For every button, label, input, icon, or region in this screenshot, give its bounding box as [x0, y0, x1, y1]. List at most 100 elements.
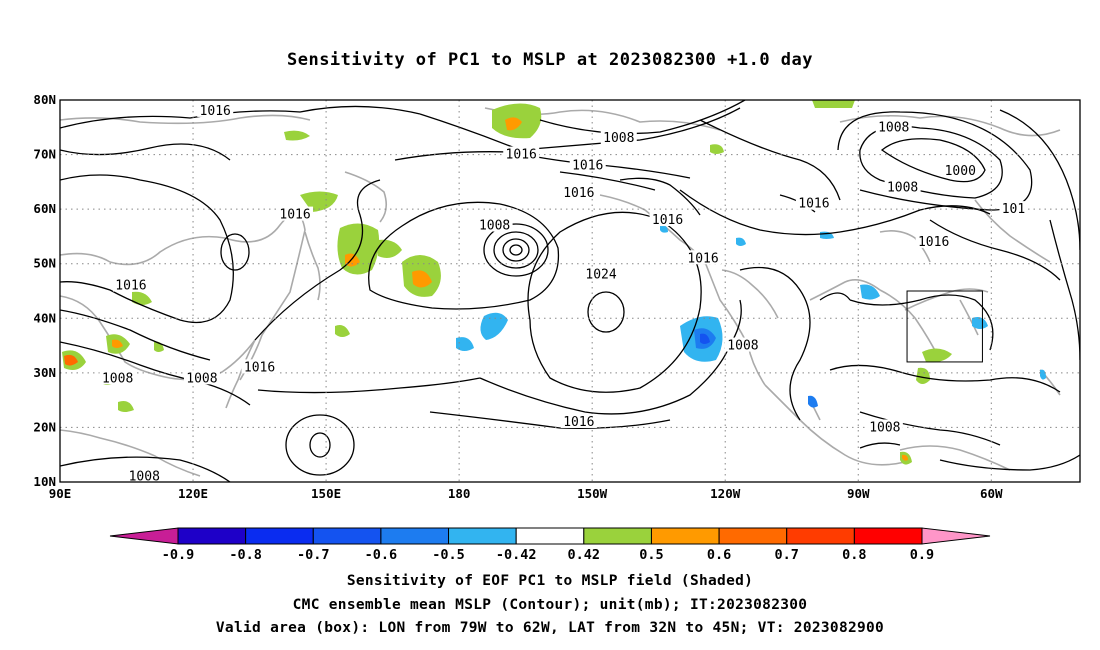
color-bar-label: 0.9 — [910, 547, 934, 560]
color-bar-labels: -0.9 -0.8 -0.7 -0.6 -0.5 -0.42 0.42 0.5 0.6 0.7 0.… — [162, 547, 934, 560]
contour-label-bg — [476, 217, 513, 232]
lat-label: 60N — [33, 201, 56, 216]
color-bar-left-arrow — [109, 527, 179, 545]
color-bar-label: -0.8 — [229, 547, 262, 560]
contour-label-bg — [875, 119, 912, 134]
color-bar-label: 0.5 — [639, 547, 663, 560]
color-bar-label: -0.6 — [365, 547, 398, 560]
contour-label: 1016 — [798, 197, 829, 212]
contour-label: 1016 — [279, 208, 310, 223]
contour-label-bg — [503, 146, 540, 161]
color-bar-segment — [515, 527, 585, 545]
color-bar-segment — [583, 527, 652, 545]
color-bar-segment — [448, 527, 517, 545]
lon-label: 120W — [710, 486, 741, 501]
color-bar-label: -0.7 — [297, 547, 330, 560]
color-bar — [109, 527, 991, 545]
contour-label-bg — [560, 184, 597, 199]
contour-label: 1016 — [918, 235, 949, 250]
caption-line-2: CMC ensemble mean MSLP (Contour); unit(m… — [292, 597, 808, 613]
color-bar-right-arrow — [921, 527, 991, 545]
contour-label-bg — [600, 130, 637, 145]
longitude-labels: 90E 120E 150E 180 150W 120W 90W 60W — [49, 486, 1003, 501]
contour-label-bg — [649, 212, 686, 227]
color-bar-segment — [177, 527, 247, 545]
contour-label-bg — [569, 157, 606, 172]
contour-label-bg — [241, 359, 278, 374]
lon-label: 120E — [178, 486, 208, 501]
lat-label: 20N — [33, 419, 56, 434]
contour-label-bg — [915, 233, 952, 248]
contour-label: 1016 — [563, 415, 594, 430]
map-title: Sensitivity of PC1 to MSLP at 2023082300… — [286, 50, 813, 70]
valid-area-box — [906, 290, 983, 363]
contour-label-bg — [795, 195, 832, 210]
lon-label: 150W — [577, 486, 608, 501]
lat-label: 30N — [33, 365, 56, 380]
contour-label: 1008 — [479, 219, 510, 234]
mslp-contours — [60, 100, 1080, 482]
contour-label-bg — [126, 468, 163, 482]
contour-label: 1024 — [585, 268, 616, 283]
contour-label: 1016 — [506, 148, 537, 163]
color-bar-label: -0.42 — [496, 547, 537, 560]
lon-label: 60W — [980, 486, 1003, 501]
contour-label: 1008 — [878, 120, 909, 135]
contour-label: 1008 — [727, 339, 758, 354]
lat-label: 40N — [33, 310, 56, 325]
lon-label: 90E — [49, 486, 72, 501]
lat-label: 50N — [33, 256, 56, 271]
color-bar-label: 0.8 — [842, 547, 866, 560]
color-bar-segment — [245, 527, 314, 545]
lat-label: 80N — [33, 92, 56, 107]
color-bar-label: -0.9 — [162, 547, 195, 560]
contour-label-bg — [884, 179, 921, 194]
sensitivity-shading — [62, 100, 1046, 465]
contour-label: 1016 — [563, 186, 594, 201]
contour-label: 1016 — [200, 104, 231, 119]
color-bar-segment — [786, 527, 855, 545]
lat-label: 70N — [33, 147, 56, 162]
contour-label: 1008 — [186, 371, 217, 386]
contour-label-bg — [724, 337, 761, 352]
contour-label-bg — [197, 102, 234, 117]
color-bar-segment — [853, 527, 923, 545]
contour-label: 1016 — [572, 158, 603, 173]
color-bar-segment — [718, 527, 788, 545]
contour-label-bg — [999, 201, 1028, 216]
caption-line-1: Sensitivity of EOF PC1 to MSLP field (Sh… — [346, 573, 754, 589]
contour-label: 1008 — [102, 371, 133, 386]
color-bar-segment — [650, 527, 720, 545]
contour-label: 1008 — [603, 131, 634, 146]
lat-label: 10N — [33, 474, 56, 489]
contour-label-bg — [277, 206, 314, 221]
caption-line-3: Valid area (box): LON from 79W to 62W, L… — [215, 620, 885, 636]
contour-label: 1016 — [652, 213, 683, 228]
lon-label: 90W — [847, 486, 870, 501]
contour-label-bg — [866, 419, 903, 434]
lon-label: 150E — [311, 486, 341, 501]
contour-label: 1000 — [945, 164, 976, 179]
contour-label-bg — [112, 277, 149, 292]
color-bar-label: 0.6 — [707, 547, 731, 560]
color-bar-label: 0.7 — [775, 547, 799, 560]
contour-label-bg — [183, 370, 220, 385]
contour-label-bg — [942, 162, 979, 177]
color-bar-label: -0.5 — [432, 547, 465, 560]
color-bar-label: 0.42 — [568, 547, 601, 560]
contour-label-bg — [685, 250, 722, 265]
contour-label: 1016 — [244, 360, 275, 375]
contour-label: 101 — [1002, 202, 1025, 217]
contour-label: 1008 — [887, 180, 918, 195]
contour-label-bg — [99, 370, 136, 385]
contour-label: 1008 — [129, 470, 160, 485]
contour-label: 1008 — [869, 420, 900, 435]
latitude-labels: 80N 70N 60N 50N 40N 30N 20N 10N — [33, 92, 56, 489]
contour-label: 1016 — [115, 279, 146, 294]
contour-label-bg — [560, 413, 597, 428]
color-bar-segment — [312, 527, 382, 545]
contour-label-bg — [583, 266, 620, 281]
map-frame — [59, 99, 1081, 483]
